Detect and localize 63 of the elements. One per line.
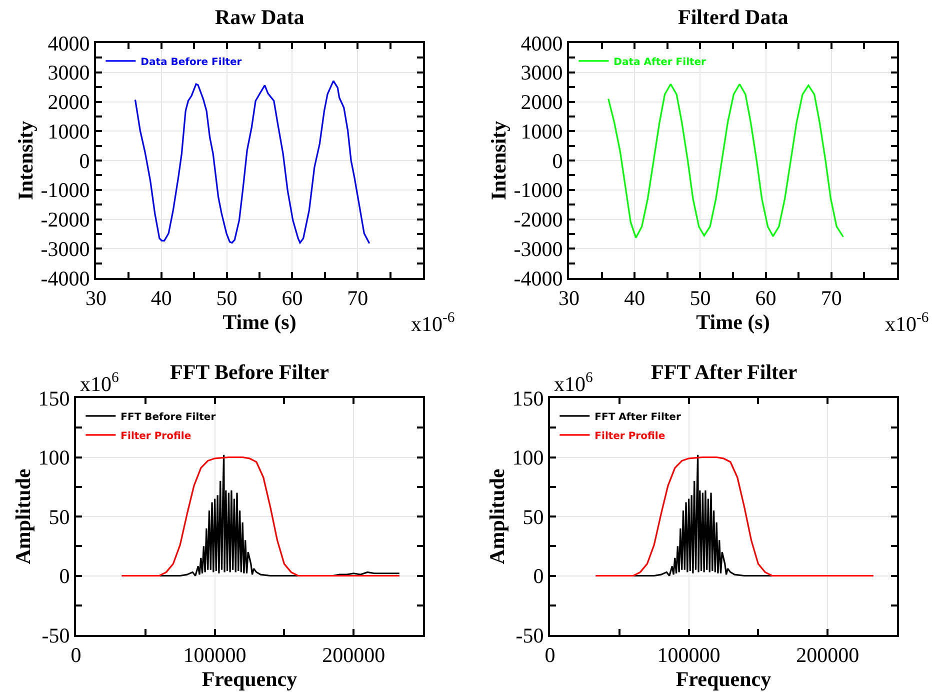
x-tick-label: 60 xyxy=(282,286,303,310)
x-tick-label: 200000 xyxy=(796,643,860,668)
x-axis-title: Time (s) xyxy=(696,310,770,334)
legend-label: Filter Profile xyxy=(120,430,192,442)
x-axis-title: Frequency xyxy=(202,667,298,692)
y-tick-label: 3000 xyxy=(520,60,563,85)
y-axis-title: Intensity xyxy=(13,120,38,200)
y-tick-label: 3000 xyxy=(48,60,90,85)
y-tick-label: 4000 xyxy=(520,31,563,56)
x-axis-title: Frequency xyxy=(676,667,772,692)
x-tick-label: 200000 xyxy=(322,643,386,668)
text: x10$^{-6}$ xyxy=(411,310,455,336)
y-tick-label: 100 xyxy=(38,446,70,470)
legend-label: Filter Profile xyxy=(594,430,666,442)
y-tick-label: -2000 xyxy=(40,208,90,232)
x-tick-label: 50 xyxy=(216,286,238,310)
y-tick-label: 0 xyxy=(59,564,70,588)
y-axis-title: Amplitude xyxy=(484,468,509,564)
legend-label: FFT After Filter xyxy=(594,412,681,423)
y-tick-label: 150 xyxy=(38,386,70,410)
text: x10$^{6}$ xyxy=(80,370,119,396)
chart-title: FFT After Filter xyxy=(651,360,798,384)
x-tick-label: 100000 xyxy=(183,643,246,668)
y-axis-title: Intensity xyxy=(486,120,510,200)
x-tick-label: 100000 xyxy=(657,643,720,668)
x-tick-label: 40 xyxy=(624,286,646,310)
y-tick-label: 0 xyxy=(79,148,90,173)
y-tick-label: 0 xyxy=(552,148,563,173)
legend-label: Data Before Filter xyxy=(140,56,242,68)
x-tick-label: 70 xyxy=(347,286,368,310)
text: x10$^{6}$ xyxy=(554,370,593,396)
line-series xyxy=(595,456,874,577)
legend-label: Data After Filter xyxy=(614,56,706,68)
x-tick-label: 70 xyxy=(820,286,842,310)
y-tick-label: 2000 xyxy=(520,90,563,114)
y-tick-label: 1000 xyxy=(48,119,90,144)
y-axis-title: Amplitude xyxy=(10,468,35,564)
y-tick-label: -3000 xyxy=(40,236,90,261)
legend-label: FFT Before Filter xyxy=(120,412,216,423)
y-tick-label: -3000 xyxy=(514,236,563,261)
text: x10$^{-6}$ xyxy=(885,310,929,336)
line-series xyxy=(608,83,844,239)
y-tick-label: -2000 xyxy=(514,208,563,232)
y-tick-label: 1000 xyxy=(520,119,563,144)
y-tick-label: 100 xyxy=(512,446,544,470)
chart-title: Raw Data xyxy=(215,5,305,29)
y-tick-label: 50 xyxy=(522,504,544,529)
chart-title: Filterd Data xyxy=(678,5,789,29)
y-tick-label: -1000 xyxy=(40,178,90,202)
y-tick-label: 2000 xyxy=(48,90,90,114)
y-tick-label: -50 xyxy=(516,623,544,648)
y-tick-label: 0 xyxy=(533,564,544,588)
y-tick-label: 150 xyxy=(512,386,544,410)
y-tick-label: -1000 xyxy=(514,178,563,202)
x-tick-label: 60 xyxy=(755,286,776,310)
line-series xyxy=(134,80,370,244)
x-tick-label: 50 xyxy=(690,286,711,310)
chart-title: FFT Before Filter xyxy=(170,360,329,384)
y-tick-label: 50 xyxy=(48,504,70,529)
y-tick-label: -50 xyxy=(42,623,70,648)
y-tick-label: 4000 xyxy=(48,31,90,56)
x-axis-title: Time (s) xyxy=(222,310,296,334)
x-tick-label: 40 xyxy=(150,286,172,310)
